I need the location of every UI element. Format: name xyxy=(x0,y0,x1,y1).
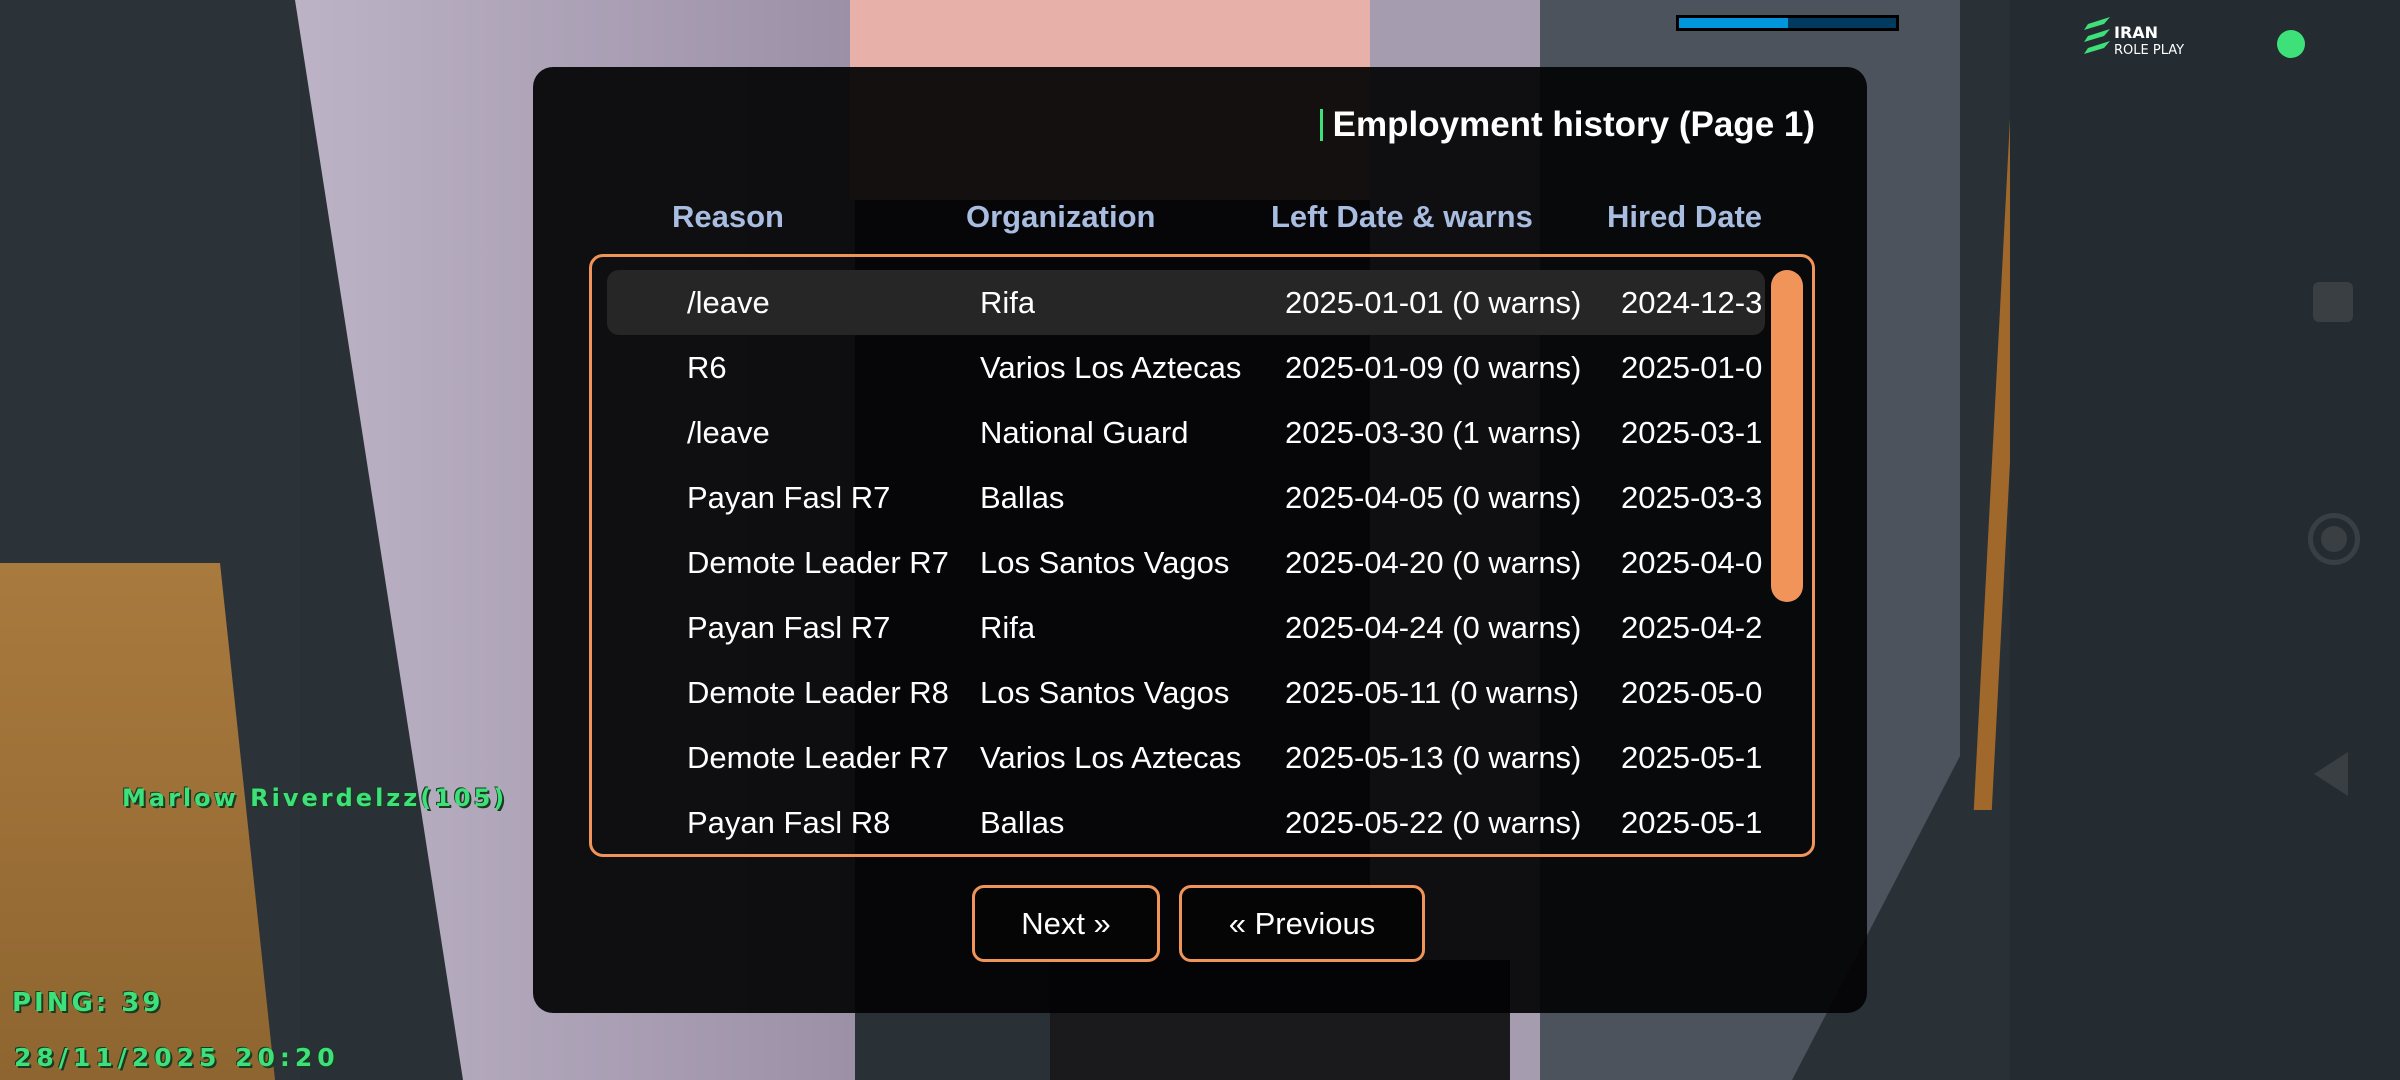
cell-reason: R6 xyxy=(687,350,727,385)
cell-left-date: 2025-04-20 (0 warns) xyxy=(1285,545,1582,580)
cell-hired-date: 2025-01-0 xyxy=(1621,350,1763,385)
cell-left-date: 2025-01-09 (0 warns) xyxy=(1285,350,1582,385)
scrollbar-thumb[interactable] xyxy=(1771,270,1803,602)
cell-reason: Demote Leader R7 xyxy=(687,740,949,775)
cell-reason: /leave xyxy=(687,415,770,450)
progress-bar xyxy=(1676,15,1899,31)
home-circle-icon[interactable] xyxy=(2308,513,2360,565)
cell-reason: Payan Fasl R7 xyxy=(687,610,891,645)
next-page-button[interactable]: Next » xyxy=(972,885,1160,962)
cell-organization: National Guard xyxy=(980,415,1189,450)
table-row[interactable]: Demote Leader R7 Los Santos Vagos 2025-04-… xyxy=(607,530,1765,595)
cell-hired-date: 2025-04-0 xyxy=(1621,545,1763,580)
svg-text:ROLE PLAY: ROLE PLAY xyxy=(2114,43,2184,58)
table-row[interactable]: /leave National Guard 2025-03-30 (1 warns)… xyxy=(607,400,1765,465)
table-row[interactable]: Payan Fasl R7 Ballas 2025-04-05 (0 warns) 2… xyxy=(607,465,1765,530)
cell-left-date: 2025-05-11 (0 warns) xyxy=(1285,675,1580,710)
column-header-hired-date: Hired Date xyxy=(1607,199,1763,234)
table-row[interactable]: R6 Varios Los Aztecas 2025-01-09 (0 warns)… xyxy=(607,335,1765,400)
cell-hired-date: 2024-12-3 xyxy=(1621,285,1763,320)
title-accent xyxy=(1319,109,1323,141)
cell-left-date: 2025-05-22 (0 warns) xyxy=(1285,805,1582,840)
table-row[interactable]: Payan Fasl R7 Rifa 2025-04-24 (0 warns) 202… xyxy=(607,595,1765,660)
column-header-organization: Organization xyxy=(966,199,1156,234)
previous-page-button[interactable]: « Previous xyxy=(1179,885,1425,962)
cell-hired-date: 2025-05-1 xyxy=(1621,740,1763,775)
table-row[interactable]: Demote Leader R8 Los Santos Vagos 2025-05-… xyxy=(607,660,1765,725)
cell-organization: Rifa xyxy=(980,610,1036,645)
back-triangle-icon[interactable] xyxy=(2314,752,2348,796)
logo-stripes-icon: IRAN ROLE PLAY xyxy=(2084,17,2184,58)
datetime-readout: 28/11/2025 20:20 xyxy=(14,1043,340,1072)
cell-organization: Rifa xyxy=(980,285,1036,320)
progress-fill xyxy=(1679,18,1788,28)
ping-readout: PING: 39 xyxy=(12,988,164,1018)
cell-reason: Demote Leader R8 xyxy=(687,675,949,710)
employment-history-dialog: Employment history (Page 1) Reason Organ… xyxy=(533,67,1867,1013)
cell-reason: /leave xyxy=(687,285,770,320)
column-header-reason: Reason xyxy=(672,199,784,234)
column-header-left-date: Left Date & warns xyxy=(1271,199,1533,234)
cell-hired-date: 2025-04-2 xyxy=(1621,610,1763,645)
cell-left-date: 2025-01-01 (0 warns) xyxy=(1285,285,1582,320)
dialog-title: Employment history (Page 1) xyxy=(1319,105,1815,145)
cell-left-date: 2025-04-05 (0 warns) xyxy=(1285,480,1582,515)
cell-left-date: 2025-05-13 (0 warns) xyxy=(1285,740,1582,775)
cell-left-date: 2025-04-24 (0 warns) xyxy=(1285,610,1582,645)
table-row[interactable]: /leave Rifa 2025-01-01 (0 warns) 2024-12-3 xyxy=(607,270,1765,335)
player-nametag: Marlow Riverdelzz(105) xyxy=(122,784,508,812)
cell-hired-date: 2025-05-1 xyxy=(1621,805,1763,840)
progress-track xyxy=(1679,18,1896,28)
svg-text:IRAN: IRAN xyxy=(2114,23,2158,42)
cell-organization: Los Santos Vagos xyxy=(980,545,1230,580)
history-table[interactable]: /leave Rifa 2025-01-01 (0 warns) 2024-12-3 R… xyxy=(589,254,1815,857)
table-row[interactable]: Payan Fasl R8 Ballas 2025-05-22 (0 warns) 2… xyxy=(607,790,1765,854)
cell-organization: Ballas xyxy=(980,805,1065,840)
cell-reason: Demote Leader R7 xyxy=(687,545,949,580)
cell-hired-date: 2025-03-3 xyxy=(1621,480,1763,515)
server-logo: IRAN ROLE PLAY xyxy=(2082,14,2222,58)
square-nav-icon[interactable] xyxy=(2313,282,2353,322)
cell-organization: Varios Los Aztecas xyxy=(980,350,1242,385)
cell-reason: Payan Fasl R8 xyxy=(687,805,891,840)
cell-hired-date: 2025-03-1 xyxy=(1621,415,1763,450)
dialog-title-text: Employment history (Page 1) xyxy=(1332,105,1815,144)
cell-organization: Los Santos Vagos xyxy=(980,675,1230,710)
status-dot xyxy=(2277,30,2305,58)
cell-organization: Varios Los Aztecas xyxy=(980,740,1242,775)
cell-reason: Payan Fasl R7 xyxy=(687,480,891,515)
cell-organization: Ballas xyxy=(980,480,1065,515)
cell-left-date: 2025-03-30 (1 warns) xyxy=(1285,415,1582,450)
table-row[interactable]: Demote Leader R7 Varios Los Aztecas 2025-0… xyxy=(607,725,1765,790)
cell-hired-date: 2025-05-0 xyxy=(1621,675,1763,710)
